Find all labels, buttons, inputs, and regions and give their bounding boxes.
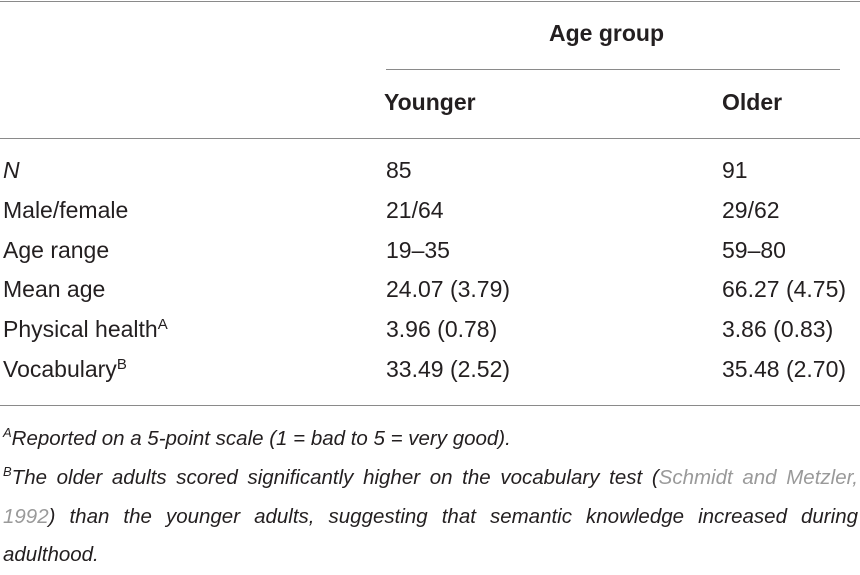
cell: 3.86 (0.83) <box>722 316 834 343</box>
footnote-text: Reported on a 5-point scale (1 = bad to … <box>11 427 511 450</box>
cell: 66.27 (4.75) <box>722 276 847 303</box>
footnote-text: ) than the younger adults, suggesting th… <box>3 504 858 567</box>
column-header: Older <box>722 89 783 115</box>
rule <box>386 69 840 70</box>
column-header: Younger <box>384 89 476 115</box>
cell: 29/62 <box>722 196 780 223</box>
cell: 35.48 (2.70) <box>722 356 847 382</box>
row-label: Vocabulary <box>3 356 117 382</box>
row-label: Mean age <box>3 276 106 303</box>
cell: 24.07 (3.79) <box>386 276 511 303</box>
citation[interactable]: Schmidt and Metzler, 1992 <box>3 466 858 528</box>
footnote-text: The older adults scored significantly hi… <box>11 466 659 489</box>
cell: 33.49 (2.52) <box>386 356 511 382</box>
row-label-cell: N <box>3 156 20 184</box>
row-label: Male/female <box>3 196 129 223</box>
cell: 85 <box>386 157 412 183</box>
row-label: N <box>3 157 20 183</box>
cell: 3.96 (0.78) <box>386 316 498 343</box>
row-label-cell: Mean age <box>3 275 105 303</box>
row-label: Age range <box>3 236 110 263</box>
cell: 91 <box>722 157 748 183</box>
cell: 21/64 <box>386 196 444 223</box>
footnote: AReported on a 5-point scale (1 = bad to… <box>3 420 858 459</box>
row-label-cell: Male/female <box>3 196 128 224</box>
footnote-ref: A <box>157 316 168 334</box>
row-label-cell: VocabularyB <box>3 355 127 383</box>
cell: 19–35 <box>386 236 450 263</box>
rule <box>0 1 860 2</box>
cell: 59–80 <box>722 236 786 263</box>
rule <box>0 138 860 139</box>
group-header: Age group <box>549 20 664 46</box>
footnote-ref: B <box>116 356 127 373</box>
footnote: BThe older adults scored significantly h… <box>3 459 858 575</box>
row-label-cell: Age range <box>3 236 109 264</box>
rule <box>0 405 860 406</box>
footnote-marker: A <box>3 425 12 440</box>
row-label-cell: Physical healthA <box>3 315 168 343</box>
footnote-marker: B <box>3 464 12 479</box>
row-label: Physical health <box>3 316 158 343</box>
